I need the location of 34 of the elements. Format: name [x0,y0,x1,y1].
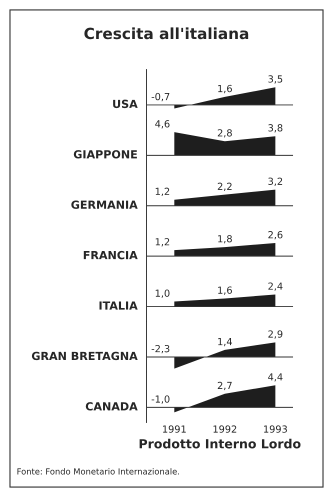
data-label: 3,5 [268,75,282,84]
data-label: 1,4 [218,338,232,346]
data-label: 1,0 [156,290,170,298]
data-label: -0,7 [152,92,170,102]
x-tick-label: 1993 [264,425,287,433]
data-label: 2,7 [218,382,232,390]
data-label: 2,4 [268,282,283,291]
y-axis-title: USA [113,100,138,108]
data-label: 1,6 [218,286,232,295]
data-label: 2,2 [218,182,232,191]
x-tick-label: 1992 [214,425,236,433]
data-label: 4,6 [155,120,170,128]
data-label: 4,4 [268,373,283,382]
data-label: 1,8 [218,235,232,244]
data-label: 2,9 [268,330,282,339]
x-tick-label: 1991 [163,425,186,433]
y-axis-title: ITALIA [99,301,138,310]
x-axis-title: Prodotto Interno Lordo [140,438,301,448]
data-label: -1,0 [152,395,170,404]
data-label: -2,3 [152,344,170,354]
data-label: 3,8 [268,124,282,133]
data-label: 1,2 [156,188,170,196]
data-label: 1,2 [156,238,170,246]
data-label: 2,8 [218,129,232,138]
y-axis-title: GRAN BRETAGNA [32,352,138,360]
y-axis-title: CANADA [86,402,138,411]
data-label: 1,6 [218,84,232,94]
data-label: 2,6 [268,231,282,240]
y-axis-title: FRANCIA [84,250,138,260]
source-note: Fonte: Fondo Monetario Internazionale. [17,468,180,475]
data-label: 3,2 [268,178,282,186]
y-axis-title: GERMANIA [71,200,138,209]
chart-title: Crescita all'italiana [84,27,248,40]
y-axis-title: GIAPPONE [74,150,137,158]
